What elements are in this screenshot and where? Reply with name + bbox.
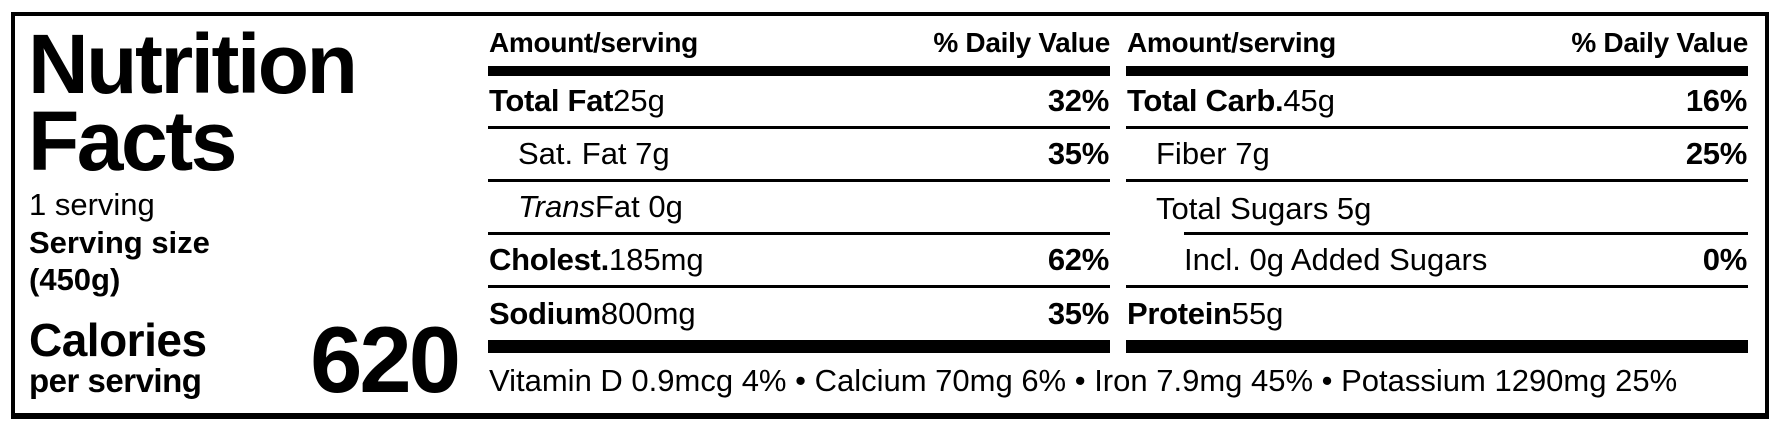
nutrient-dv: 16%: [1685, 83, 1747, 118]
nutrient-name: Total Fat: [489, 83, 614, 118]
nutrient-column-left: Amount/serving % Daily Value Total Fat 2…: [488, 16, 1110, 353]
nutrient-name: Protein: [1127, 296, 1232, 331]
label-title: Nutrition Facts: [28, 17, 358, 189]
nutrient-amount: Fiber 7g: [1156, 136, 1270, 171]
nutrient-tables: Amount/serving % Daily Value Total Fat 2…: [460, 16, 1765, 413]
nutrient-name: Trans: [518, 189, 595, 224]
nutrient-dv: 25%: [1685, 136, 1747, 171]
nutrient-row-sat-fat: Sat. Fat 7g 35%: [488, 129, 1110, 182]
calories-value: 620: [310, 306, 461, 412]
header-bar: [1126, 66, 1748, 76]
nutrient-row-cholesterol: Cholest. 185mg 62%: [488, 235, 1110, 288]
nutrient-amount: 25g: [613, 83, 665, 118]
nutrient-amount: 185mg: [608, 242, 704, 277]
nutrient-columns: Amount/serving % Daily Value Total Fat 2…: [488, 16, 1748, 353]
nutrient-row-total-sugars: Total Sugars 5g: [1126, 182, 1748, 235]
calories-labels: Calories per serving: [29, 314, 207, 399]
nutrient-dv: 0%: [1702, 242, 1748, 277]
nutrient-dv: 62%: [1047, 242, 1109, 277]
serving-info: 1 serving Serving size (450g): [28, 178, 460, 311]
nutrient-amount: Total Sugars 5g: [1156, 190, 1372, 226]
amount-per-serving-header: Amount/serving: [489, 27, 698, 58]
column-header: Amount/serving % Daily Value: [488, 16, 1110, 66]
footer-bar: [1126, 340, 1748, 353]
nutrient-amount: 45g: [1283, 83, 1336, 118]
nutrient-amount: 55g: [1231, 296, 1284, 331]
nutrient-dv: 32%: [1047, 83, 1109, 118]
left-panel: Nutrition Facts 1 serving Serving size (…: [15, 16, 461, 413]
amount-per-serving-header: Amount/serving: [1127, 27, 1336, 58]
daily-value-header: % Daily Value: [933, 27, 1110, 58]
nutrient-row-added-sugars: Incl. 0g Added Sugars 0%: [1126, 235, 1748, 288]
servings-per-container: 1 serving: [29, 187, 155, 222]
nutrient-row-sodium: Sodium 800mg 35%: [488, 288, 1110, 340]
calories-label: Calories: [29, 314, 207, 367]
calories-section: Calories per serving 620: [28, 306, 461, 413]
daily-value-header: % Daily Value: [1571, 27, 1748, 58]
nutrient-row-total-fat: Total Fat 25g 32%: [488, 76, 1110, 129]
nutrient-name: Cholest.: [489, 242, 609, 277]
column-header: Amount/serving % Daily Value: [1126, 16, 1748, 66]
calories-sublabel: per serving: [29, 361, 202, 399]
serving-size-amount: (450g): [29, 262, 121, 297]
nutrient-dv: 35%: [1047, 136, 1109, 171]
nutrient-row-total-carb: Total Carb. 45g 16%: [1126, 76, 1748, 129]
footer-bar: [488, 340, 1110, 353]
nutrient-amount: 800mg: [600, 296, 696, 331]
nutrient-row-fiber: Fiber 7g 25%: [1126, 129, 1748, 182]
nutrient-dv: 35%: [1047, 296, 1109, 331]
nutrient-amount: Sat. Fat 7g: [518, 136, 670, 171]
nutrient-name: Total Carb.: [1127, 83, 1284, 118]
nutrient-amount: Incl. 0g Added Sugars: [1184, 242, 1488, 277]
nutrient-amount: Fat 0g: [594, 189, 683, 224]
nutrient-column-right: Amount/serving % Daily Value Total Carb.…: [1126, 16, 1748, 353]
nutrition-facts-label: Nutrition Facts 1 serving Serving size (…: [11, 12, 1769, 419]
nutrient-name: Sodium: [489, 296, 601, 331]
serving-size-label: Serving size: [29, 224, 210, 260]
header-bar: [488, 66, 1110, 76]
nutrient-row-trans-fat: Trans Fat 0g: [488, 182, 1110, 235]
micronutrient-footnote: Vitamin D 0.9mcg 4% • Calcium 70mg 6% • …: [489, 363, 1678, 398]
nutrient-row-protein: Protein 55g: [1126, 288, 1748, 340]
